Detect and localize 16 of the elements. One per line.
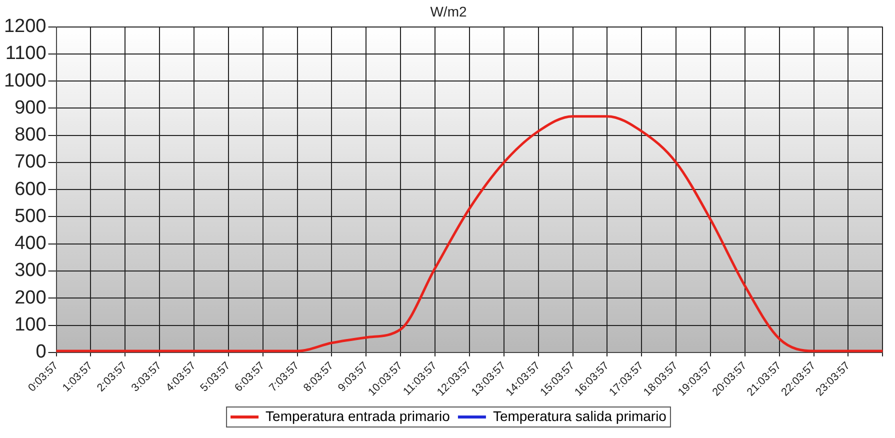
y-tick-label: 1200 bbox=[4, 16, 46, 38]
y-tick-label: 600 bbox=[14, 178, 46, 200]
y-tick-label: 100 bbox=[14, 314, 46, 336]
y-tick-label: 500 bbox=[14, 206, 46, 227]
y-tick-label: 1100 bbox=[5, 43, 46, 64]
chart-title: W/m2 bbox=[430, 3, 467, 20]
legend-label: Temperatura salida primario bbox=[492, 408, 667, 424]
y-tick-label: 900 bbox=[14, 97, 46, 118]
y-tick-label: 0 bbox=[36, 342, 46, 363]
y-tick-label: 300 bbox=[14, 260, 46, 282]
y-tick-label: 1000 bbox=[4, 70, 46, 92]
y-tick-label: 200 bbox=[14, 287, 46, 308]
y-tick-label: 800 bbox=[14, 124, 46, 146]
y-tick-label: 400 bbox=[14, 233, 46, 254]
legend-label: Temperatura entrada primario bbox=[266, 408, 450, 424]
y-tick-label: 700 bbox=[14, 152, 46, 173]
